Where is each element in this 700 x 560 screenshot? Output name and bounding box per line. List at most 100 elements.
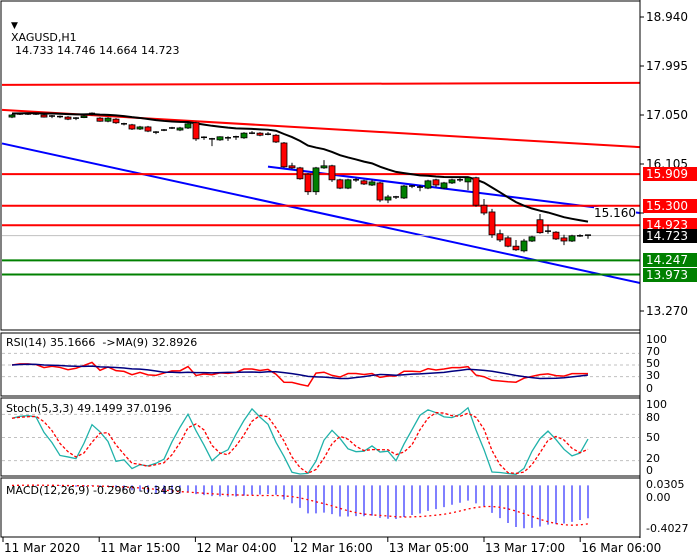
candle	[272, 134, 280, 143]
candle	[528, 235, 536, 243]
rsi-axis-label: 100	[646, 333, 667, 346]
candle	[417, 184, 423, 192]
candle	[80, 114, 88, 119]
candle	[249, 131, 255, 135]
candle-body	[488, 211, 496, 236]
rsi-title: RSI(14) 35.1666 ->MA(9) 32.8926	[6, 336, 198, 349]
candle-body	[288, 165, 296, 169]
stoch-title: Stoch(5,3,3) 49.1499 37.0196	[6, 402, 172, 415]
candle-body	[464, 177, 472, 183]
support-price-label: 14.247	[643, 253, 697, 268]
candle	[577, 234, 583, 237]
candle	[440, 181, 448, 190]
candle	[280, 141, 288, 168]
candle-body	[40, 114, 48, 118]
candle	[409, 184, 415, 189]
rsi-axis-label: 0	[646, 382, 653, 395]
stoch-panel[interactable]	[0, 397, 641, 477]
candle	[520, 238, 528, 253]
candle-body	[304, 173, 312, 193]
candle	[432, 178, 440, 188]
candle	[353, 177, 359, 182]
time-axis-label: 13 Mar 17:00	[485, 541, 566, 555]
candle-body	[192, 122, 200, 140]
candle-body	[128, 124, 136, 130]
candle	[336, 178, 344, 190]
ma-line	[11, 112, 589, 223]
candle	[384, 194, 392, 204]
support-price-label: 13.973	[643, 267, 697, 282]
macd-panel[interactable]	[0, 477, 641, 538]
candle-body	[432, 179, 440, 186]
candle-body	[8, 114, 16, 118]
candle	[320, 160, 328, 169]
time-axis-label: 16 Mar 06:00	[581, 541, 662, 555]
rsi-panel[interactable]	[0, 332, 641, 397]
candle-body	[552, 231, 560, 240]
current-price-label: 14.723	[643, 228, 697, 243]
stoch-axis-label: 100	[646, 398, 667, 411]
stoch-main-line	[11, 406, 589, 475]
price-axis-label: 18.940	[646, 10, 688, 24]
candle-body	[440, 182, 448, 189]
candle	[216, 136, 224, 141]
candle-body	[312, 167, 320, 193]
candle	[560, 234, 568, 246]
candle	[464, 176, 472, 191]
candle	[448, 178, 456, 184]
rsi-axis-label: 50	[646, 357, 660, 370]
candle-body	[376, 182, 384, 201]
candle	[400, 184, 408, 199]
candle-body	[384, 196, 392, 201]
candle	[209, 137, 215, 147]
candle-body	[448, 179, 456, 184]
price-axis-label: 17.995	[646, 58, 688, 73]
resistance-price-label: 15.300	[643, 198, 697, 213]
candle-body	[104, 117, 112, 122]
candle	[8, 113, 16, 119]
candle	[256, 132, 264, 137]
candle-body	[472, 177, 480, 206]
candle-body	[328, 165, 336, 181]
candle	[89, 112, 95, 116]
triangle-down-icon[interactable]: ▼	[11, 21, 18, 31]
rsi-axis-label: 70	[646, 345, 660, 358]
candle	[552, 231, 560, 240]
candle-body	[240, 132, 248, 139]
time-axis-label: 11 Mar 15:00	[100, 541, 181, 555]
candle	[304, 173, 312, 195]
rsi-ma-line	[11, 363, 589, 380]
candle	[184, 122, 192, 129]
candle-body	[480, 204, 488, 214]
candle	[73, 117, 79, 121]
candle	[233, 135, 239, 140]
candle	[49, 114, 55, 119]
candle	[312, 166, 320, 195]
candle-body	[64, 116, 72, 120]
candle	[121, 122, 127, 126]
candle-body	[504, 237, 512, 247]
candle	[536, 214, 544, 234]
candle-body	[176, 127, 184, 131]
macd-title: MACD(12,26,9) -0.2960 -0.3459	[6, 484, 182, 497]
candle	[136, 125, 144, 131]
candle	[360, 179, 368, 185]
macd-axis-label: -0.4027	[646, 522, 689, 535]
candle-body	[368, 181, 376, 186]
price-panel[interactable]	[0, 0, 641, 331]
price-axis-label: 15.160	[594, 205, 636, 220]
candle	[225, 136, 231, 141]
time-axis-label: 11 Mar 2020	[4, 541, 81, 555]
candle-body	[216, 136, 224, 141]
trend-line	[1, 108, 641, 149]
candle	[96, 117, 104, 122]
candle	[25, 112, 31, 115]
candle-body	[512, 245, 520, 251]
resistance-price-label: 15.909	[643, 167, 697, 182]
candle	[545, 224, 551, 234]
candle	[240, 132, 248, 139]
stoch-axis-label: 80	[646, 411, 660, 424]
candle-body	[320, 165, 328, 169]
candle-body	[112, 118, 120, 124]
